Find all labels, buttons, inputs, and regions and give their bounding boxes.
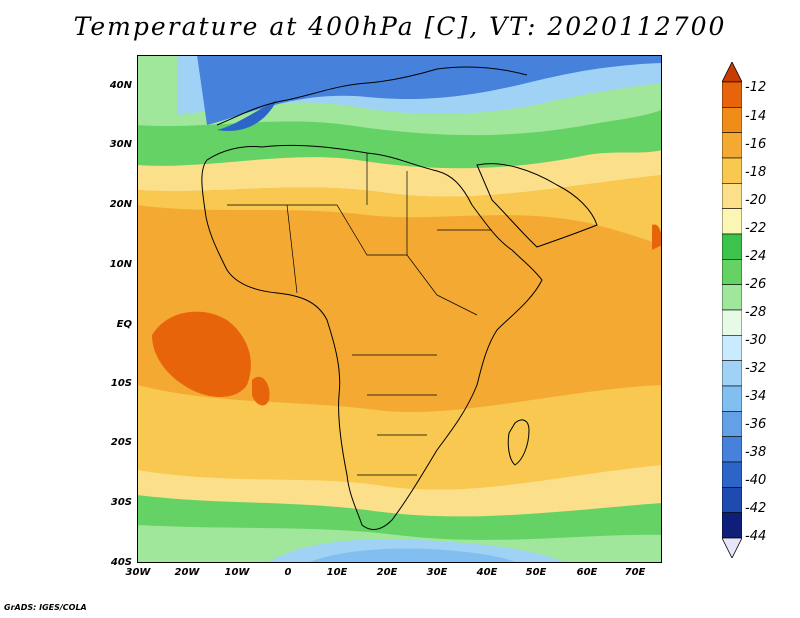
country-borders <box>227 153 492 476</box>
colorbar-label: -32 <box>745 361 767 376</box>
lat-label-30n: 30N <box>109 139 132 150</box>
lon-label-20e: 20E <box>376 567 398 578</box>
colorbar-label: -34 <box>745 389 767 404</box>
colorbar-segment <box>721 512 743 539</box>
colorbar-segment <box>721 335 743 361</box>
colorbar-segment <box>721 461 743 488</box>
lon-label-10e: 10E <box>326 567 348 578</box>
lon-label-70e: 70E <box>624 567 646 578</box>
lon-label-20w: 20W <box>174 567 200 578</box>
colorbar-segment <box>721 436 743 463</box>
colorbar-top-arrow <box>721 61 743 83</box>
lat-label-10s: 10S <box>110 378 132 389</box>
colorbar-label: -28 <box>745 305 767 320</box>
colorbar-bottom-arrow <box>721 537 743 559</box>
colorbar-segment <box>721 259 743 285</box>
arabia-outline <box>476 163 598 248</box>
colorbar-segment <box>721 183 743 209</box>
colorbar <box>721 61 743 559</box>
lat-label-20s: 20S <box>110 437 132 448</box>
colorbar-label: -12 <box>745 80 767 95</box>
lat-label-20n: 20N <box>109 199 132 210</box>
north-light-orange-band <box>137 175 662 245</box>
lat-label-40n: 40N <box>109 80 132 91</box>
africa-outline <box>201 144 543 531</box>
south-blue-core <box>307 548 517 563</box>
colorbar-label: -26 <box>745 277 767 292</box>
colorbar-label: -24 <box>745 249 767 264</box>
north-deep-blue-core <box>217 100 277 131</box>
colorbar-label: -44 <box>745 529 767 544</box>
colorbar-segment <box>721 487 743 513</box>
colorbar-segment <box>721 411 743 437</box>
lat-label-eq: EQ <box>116 319 132 330</box>
colorbar-segment <box>721 360 743 387</box>
colorbar-segment <box>721 385 743 412</box>
europe-coast <box>216 66 528 126</box>
lon-label-50e: 50E <box>525 567 547 578</box>
atlantic-warm-spot <box>252 376 270 406</box>
temperature-map <box>137 55 662 563</box>
colorbar-label: -42 <box>745 501 767 516</box>
lon-label-30e: 30E <box>426 567 448 578</box>
colorbar-segment <box>721 233 743 260</box>
footer-credit: GrADS: IGES/COLA <box>4 603 87 612</box>
lat-label-30s: 30S <box>110 497 132 508</box>
lat-label-40s: 40S <box>110 557 132 568</box>
colorbar-label: -22 <box>745 221 767 236</box>
map-title: Temperature at 400hPa [C], VT: 202011270… <box>73 12 727 41</box>
colorbar-label: -38 <box>745 445 767 460</box>
lon-label-30w: 30W <box>125 567 151 578</box>
atlantic-warm-core <box>152 311 251 397</box>
colorbar-segment <box>721 132 743 159</box>
lon-label-40e: 40E <box>476 567 498 578</box>
colorbar-segment <box>721 208 743 235</box>
colorbar-segment <box>721 157 743 184</box>
colorbar-label: -14 <box>745 109 767 124</box>
map-border <box>137 55 662 563</box>
colorbar-segment <box>721 284 743 311</box>
colorbar-label: -40 <box>745 473 767 488</box>
colorbar-label: -16 <box>745 137 767 152</box>
colorbar-label: -18 <box>745 165 767 180</box>
lat-label-10n: 10N <box>109 259 132 270</box>
colorbar-segment <box>721 107 743 133</box>
madagascar-outline <box>507 419 530 466</box>
colorbar-label: -20 <box>745 193 767 208</box>
colorbar-label: -36 <box>745 417 767 432</box>
north-cold-blue-region <box>197 55 662 125</box>
lon-label-0: 0 <box>284 567 292 578</box>
east-edge-warm-spot <box>652 224 662 250</box>
lon-label-60e: 60E <box>576 567 598 578</box>
colorbar-segment <box>721 81 743 108</box>
lon-label-10w: 10W <box>224 567 250 578</box>
colorbar-label: -30 <box>745 333 767 348</box>
colorbar-segment <box>721 309 743 336</box>
